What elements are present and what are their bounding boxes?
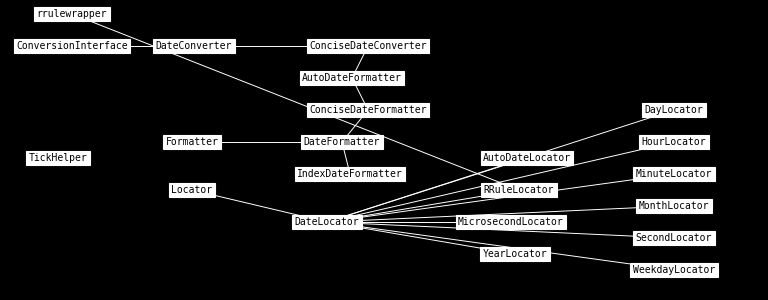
Text: Locator: Locator bbox=[171, 185, 213, 195]
Text: WeekdayLocator: WeekdayLocator bbox=[633, 265, 715, 275]
Text: RRuleLocator: RRuleLocator bbox=[484, 185, 554, 195]
Text: AutoDateLocator: AutoDateLocator bbox=[483, 153, 571, 163]
Text: MicrosecondLocator: MicrosecondLocator bbox=[458, 217, 564, 227]
Text: DayLocator: DayLocator bbox=[644, 105, 703, 115]
Text: YearLocator: YearLocator bbox=[482, 249, 548, 259]
Text: DateLocator: DateLocator bbox=[295, 217, 359, 227]
Text: rrulewrapper: rrulewrapper bbox=[37, 9, 108, 19]
Text: AutoDateFormatter: AutoDateFormatter bbox=[302, 73, 402, 83]
Text: ConciseDateFormatter: ConciseDateFormatter bbox=[310, 105, 427, 115]
Text: ConciseDateConverter: ConciseDateConverter bbox=[310, 41, 427, 51]
Text: DateFormatter: DateFormatter bbox=[304, 137, 380, 147]
Text: DateConverter: DateConverter bbox=[156, 41, 232, 51]
Text: MinuteLocator: MinuteLocator bbox=[636, 169, 712, 179]
Text: SecondLocator: SecondLocator bbox=[636, 233, 712, 243]
Text: ConversionInterface: ConversionInterface bbox=[16, 41, 127, 51]
Text: IndexDateFormatter: IndexDateFormatter bbox=[297, 169, 403, 179]
Text: MonthLocator: MonthLocator bbox=[639, 201, 710, 211]
Text: HourLocator: HourLocator bbox=[642, 137, 707, 147]
Text: TickHelper: TickHelper bbox=[28, 153, 88, 163]
Text: Formatter: Formatter bbox=[166, 137, 218, 147]
